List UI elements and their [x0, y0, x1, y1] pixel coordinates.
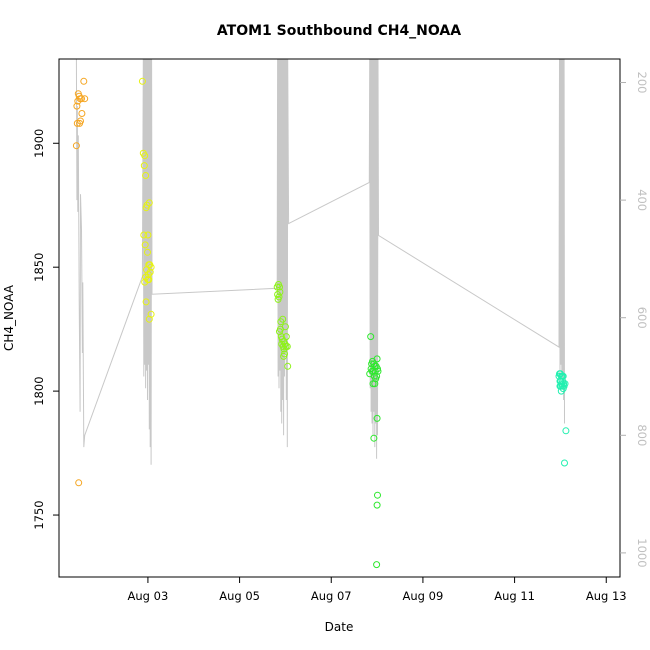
data-point: [142, 298, 150, 306]
x-tick-label: Aug 03: [128, 589, 169, 603]
series-group: [72, 77, 89, 487]
data-point: [276, 283, 283, 291]
x-axis: Aug 03 Aug 05 Aug 07 Aug 09 Aug 11 Aug 13: [128, 577, 627, 603]
data-point: [371, 380, 379, 388]
x-tick-label: Aug 09: [403, 589, 444, 603]
data-point: [73, 119, 81, 127]
data-point: [147, 263, 155, 271]
data-point: [140, 231, 148, 239]
data-point: [141, 241, 149, 249]
data-point: [144, 231, 152, 239]
data-point: [145, 315, 153, 323]
data-point: [276, 288, 284, 296]
y-tick-label: 1750: [32, 500, 46, 529]
data-point: [72, 142, 80, 150]
data-point: [73, 102, 81, 110]
x-tick-label: Aug 05: [219, 589, 260, 603]
data-point: [74, 97, 82, 105]
data-point: [274, 295, 282, 303]
data-point: [373, 501, 381, 509]
data-point: [367, 333, 375, 341]
data-point: [78, 95, 85, 103]
data-point: [283, 343, 291, 350]
data-point: [284, 362, 292, 370]
data-point: [141, 152, 149, 160]
data-point: [141, 278, 149, 286]
data-point: [557, 387, 565, 395]
y2-tick-label: 1000: [635, 538, 649, 567]
data-point: [146, 268, 154, 276]
y2-tick-label: 200: [635, 72, 649, 94]
data-point: [373, 355, 381, 363]
y2-tick-label: 800: [635, 424, 649, 446]
data-point: [76, 119, 84, 127]
y-tick-label: 1850: [32, 253, 46, 282]
data-point: [75, 479, 83, 487]
data-point: [140, 162, 148, 170]
x-axis-label: Date: [325, 620, 354, 634]
series-group: [555, 370, 570, 467]
data-point: [374, 367, 382, 375]
series-group: [366, 333, 382, 569]
data-point: [142, 204, 150, 212]
data-point: [142, 172, 150, 179]
y2-tick-label: 600: [635, 307, 649, 329]
y-tick-label: 1900: [32, 129, 46, 158]
x-tick-label: Aug 11: [494, 589, 535, 603]
data-point: [280, 352, 288, 360]
data-point: [138, 77, 146, 85]
y2-tick-label: 400: [635, 189, 649, 211]
data-point: [374, 491, 381, 499]
series-group: [273, 281, 292, 370]
data-point: [282, 333, 290, 341]
y-axis-left: 1750 1800 1850 1900: [32, 129, 59, 530]
data-point: [374, 365, 381, 373]
data-point: [373, 561, 381, 569]
chart-title: ATOM1 Southbound CH4_NOAA: [217, 23, 461, 39]
data-point: [281, 323, 289, 331]
series-group: [138, 77, 155, 323]
data-point: [144, 248, 151, 256]
data-point: [370, 434, 378, 442]
data-point: [78, 110, 86, 117]
data-point: [561, 459, 568, 467]
data-point: [145, 199, 153, 207]
data-points-layer: [72, 77, 570, 569]
data-point: [279, 315, 287, 323]
y-axis-label: CH4_NOAA: [2, 284, 16, 351]
x-tick-label: Aug 13: [586, 589, 627, 603]
data-point: [81, 95, 89, 103]
data-point: [147, 310, 155, 318]
data-point: [373, 414, 381, 422]
data-point: [562, 427, 570, 435]
x-tick-label: Aug 07: [311, 589, 352, 603]
y-tick-label: 1800: [32, 376, 46, 405]
y-axis-right: 200 400 600 800 1000: [620, 72, 649, 568]
data-point: [80, 77, 88, 85]
